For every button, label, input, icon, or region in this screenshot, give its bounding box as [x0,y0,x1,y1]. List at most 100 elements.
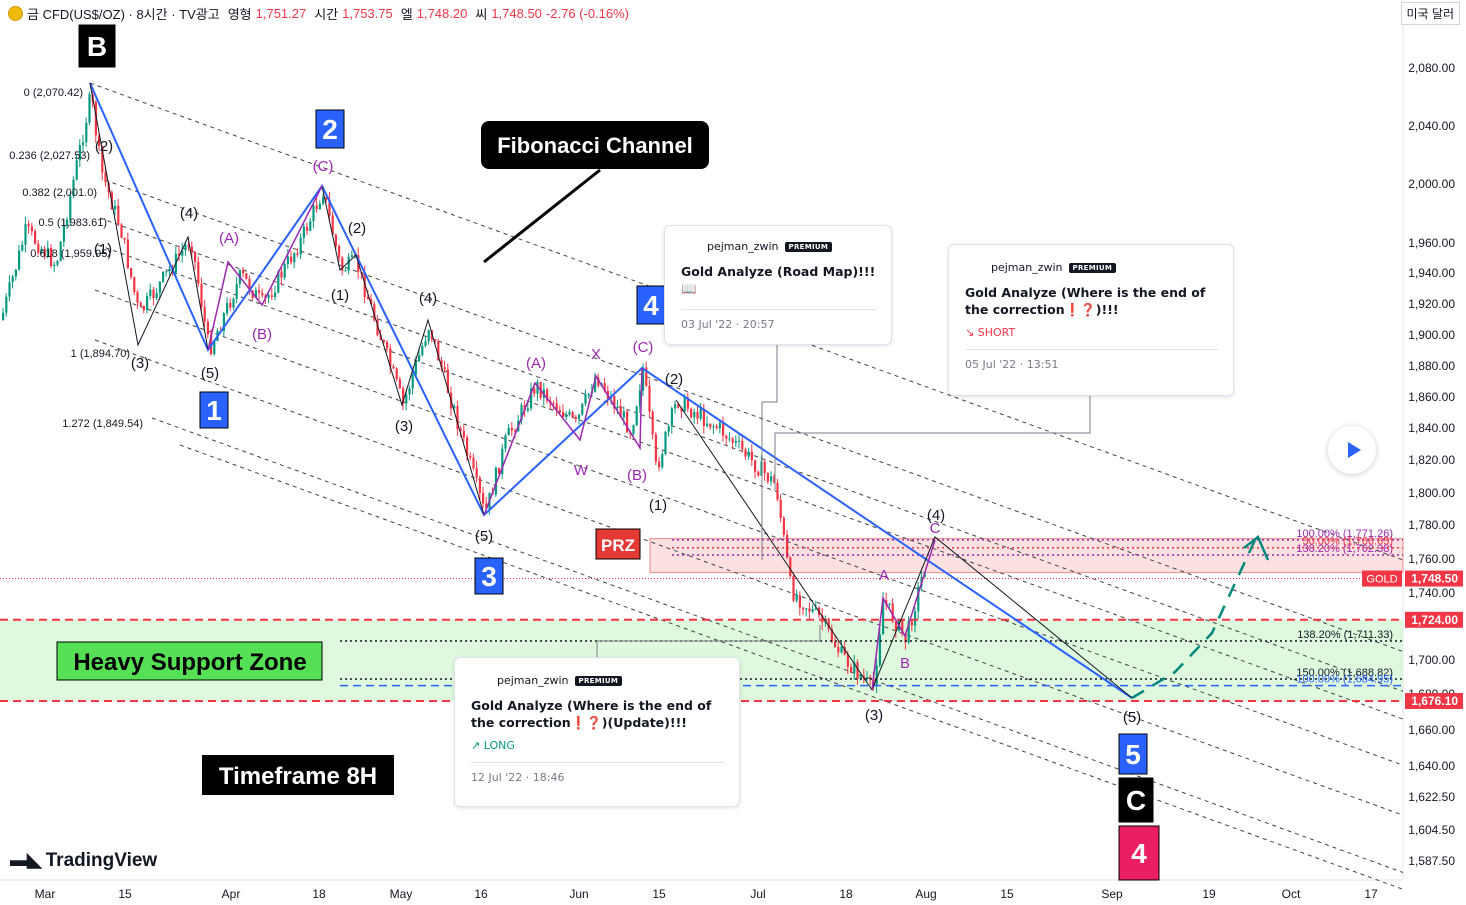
idea-title[interactable]: Gold Analyze (Road Map)!!! 📖 [681,264,876,296]
candle-body [613,395,616,409]
wave-label-purple: W [574,462,589,479]
candle-body [274,292,277,297]
candle-body [194,251,197,262]
price-tick-label: 2,000.00 [1408,177,1455,191]
time-tick-label: 15 [1000,887,1014,901]
candle-body [661,454,664,468]
candle-body [574,416,577,419]
candle-body [757,471,760,476]
candle-body [101,146,104,173]
candle-body [296,253,299,255]
fib-level-label: 0.382 (2,001.0) [22,187,97,199]
currency-selector[interactable]: 미국 달러 [1400,2,1460,25]
candle-body [827,618,830,629]
symbol-title[interactable]: 금 CFD(US$/OZ) · 8시간 · TV광고 [27,6,220,22]
candle-body [478,477,481,493]
candle-body [789,557,792,576]
prz-label-text: PRZ [601,536,635,555]
candle-body [146,296,149,311]
big-wave-label-box [315,109,345,149]
idea-author-name[interactable]: pejman_zwin [707,240,779,253]
candle-body [894,621,897,631]
price-tick-label: 1,820.00 [1408,453,1455,467]
time-tick-label: 15 [118,887,132,901]
sub-wave-line [675,399,1133,699]
candle-body [773,476,776,483]
candle-body [699,408,702,419]
fib-level-label: 1 (1,894.70) [71,348,130,360]
high-label: 시간 [314,6,339,22]
candle-body [581,403,584,415]
candle-body [533,388,536,394]
corrective-wave-purple [207,185,323,351]
candle-body [507,427,510,436]
candle-body [24,224,27,245]
candle-body [472,457,475,469]
price-tick-label: 1,640.00 [1408,759,1455,773]
candle-body [693,411,696,418]
corrective-wave-purple [871,539,936,691]
candle-body [66,219,69,226]
candle-body [734,441,737,443]
candle-body [379,335,382,341]
low-label: 엘 [400,6,413,22]
tradingview-logo[interactable]: ▬◣ TradingView [10,849,157,872]
candle-body [434,339,437,342]
candle-body [389,348,392,367]
candle-body [280,271,283,278]
price-tag-bg [1405,611,1463,628]
candle-body [731,438,734,443]
idea-connector-line [774,380,1091,490]
idea-title[interactable]: Gold Analyze (Where is the end of the co… [965,285,1206,317]
candle-body [904,633,907,643]
candle-body [408,388,411,395]
idea-author-name[interactable]: pejman_zwin [497,674,569,687]
candle-body [158,281,161,293]
idea-card-roadmap[interactable]: pejman_zwin PREMIUM Gold Analyze (Road M… [664,225,892,345]
candle-body [437,341,440,361]
candle-body [8,282,11,297]
candle-body [373,304,376,320]
candle-body [917,586,920,612]
big-wave-label-text: C [1126,785,1146,816]
price-tick-label: 1,880.00 [1408,359,1455,373]
wave-label-purple: A [879,567,889,584]
candle-body [85,122,88,143]
wave-label-black: (3) [395,418,413,435]
wave-label-black: (5) [201,365,219,382]
candle-body [40,248,43,253]
idea-card-short[interactable]: pejman_zwin PREMIUM Gold Analyze (Where … [948,244,1234,396]
candle-body [402,388,405,404]
time-tick-label: 19 [1202,887,1216,901]
wave-label-purple: (A) [219,230,239,247]
idea-title[interactable]: Gold Analyze (Where is the end of the co… [471,698,712,730]
idea-author-name[interactable]: pejman_zwin [991,261,1063,274]
play-icon [1347,442,1361,458]
candle-body [830,628,833,642]
high-value: 1,753.75 [342,5,393,21]
candle-body [770,476,773,482]
candle-body [504,435,507,449]
time-tick-label: 17 [1364,887,1378,901]
time-tick-label: 18 [839,887,853,901]
candle-body [53,264,56,267]
gold-coin-icon [8,5,23,21]
candle-body [286,256,289,265]
candle-body [530,388,533,409]
candle-body [104,172,107,183]
candle-body [162,271,165,282]
close-value: 1,748.50 [491,5,542,21]
candle-body [501,448,504,474]
candle-body [536,381,539,394]
idea-author: pejman_zwin PREMIUM [965,261,1219,274]
idea-card-long[interactable]: pejman_zwin PREMIUM Gold Analyze (Where … [454,657,740,807]
candle-body [837,647,840,653]
fib-level-label: 1.272 (1,849.54) [62,418,143,430]
candle-body [120,224,123,238]
long-tag: ↗ LONG [471,739,515,752]
wave-label-purple: (A) [526,355,546,372]
candle-body [344,270,347,272]
play-replay-button[interactable] [1328,426,1376,474]
candle-body [424,341,427,346]
